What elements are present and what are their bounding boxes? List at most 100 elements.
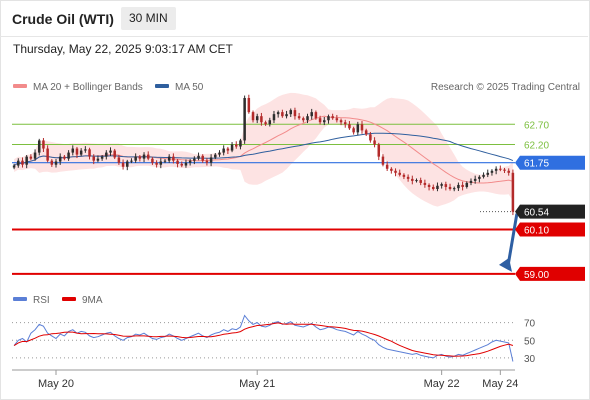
candle (276, 110, 280, 118)
rsi-legend-label: RSI (33, 295, 50, 306)
candle (264, 120, 267, 126)
candle (490, 169, 494, 176)
level-59-00-tag (515, 266, 585, 281)
candle (33, 149, 37, 161)
candle (126, 159, 129, 171)
candle (306, 113, 309, 124)
candle (142, 152, 146, 163)
candle (465, 181, 469, 189)
candle (113, 148, 116, 160)
candle (268, 117, 272, 127)
candle (71, 145, 75, 156)
candle (457, 182, 460, 192)
candle (360, 121, 364, 134)
candle (411, 175, 414, 185)
level-59-00-tag-label: 59.00 (524, 270, 549, 281)
candle (146, 151, 150, 161)
candle (84, 146, 87, 153)
candle (247, 94, 251, 114)
copyright-text: Research © 2025 Trading Central (431, 82, 580, 93)
candle (88, 147, 91, 160)
candle (105, 150, 108, 160)
candle (134, 153, 137, 163)
candle (21, 157, 24, 168)
candle (352, 126, 355, 135)
candle (260, 112, 263, 126)
candle (503, 167, 506, 174)
level-60-10-tag (515, 222, 585, 237)
candle (348, 121, 351, 130)
forecast-arrow-head (499, 257, 512, 272)
candle (281, 109, 284, 118)
candle (323, 116, 326, 126)
x-tick-label: May 21 (239, 378, 275, 390)
candle (155, 160, 158, 168)
timeframe-button[interactable]: 30 MIN (121, 7, 176, 30)
candle (159, 158, 163, 169)
candle (364, 128, 368, 136)
candle (214, 152, 217, 160)
candle (331, 113, 334, 120)
candle (381, 154, 385, 167)
candle (297, 112, 301, 120)
candle (151, 157, 154, 165)
candle (234, 141, 238, 149)
candle (209, 154, 213, 167)
candle (310, 108, 313, 120)
candle (478, 175, 481, 183)
candle (243, 95, 246, 144)
ma9-legend-swatch (62, 297, 76, 301)
candle (205, 158, 209, 166)
candle (193, 156, 196, 165)
candle (327, 114, 330, 124)
candle (394, 168, 397, 177)
candle (130, 158, 133, 164)
candle (432, 184, 435, 191)
candle (12, 163, 16, 170)
rsi-level-label-70: 70 (524, 319, 536, 330)
candle (92, 154, 95, 165)
candle (415, 178, 418, 183)
rsi-indicator: 70 50 30 (12, 314, 536, 365)
bollinger-bands (14, 92, 513, 207)
rsi-level-label-50: 50 (524, 336, 536, 347)
candle (239, 138, 242, 150)
price-level-tags: 62.70 62.20 61.75 60.54 60.10 59.00 (515, 120, 585, 281)
candle (402, 173, 406, 180)
rsi-line (13, 314, 514, 362)
level-60-10-tag-label: 60.10 (524, 225, 549, 236)
candle (285, 110, 288, 119)
candle (494, 166, 498, 175)
forecast-arrow-shaft (506, 213, 519, 267)
x-tick-label: May 20 (38, 378, 74, 390)
level-62-70-label: 62.70 (524, 120, 549, 131)
candle (96, 155, 100, 163)
ma20-legend-label: MA 20 + Bollinger Bands (33, 82, 143, 93)
candle (318, 115, 322, 125)
candle (314, 110, 318, 120)
candle (377, 142, 381, 161)
candle (461, 181, 464, 191)
candle (163, 159, 167, 164)
candle (423, 179, 427, 188)
candle (339, 118, 343, 126)
candle (440, 182, 443, 189)
header-divider (0, 36, 588, 37)
candle (272, 110, 276, 124)
level-61-75-tag (515, 155, 585, 170)
candle (138, 155, 142, 162)
candle (499, 165, 502, 172)
candle (436, 182, 439, 192)
rsi-legend-swatch (13, 297, 27, 301)
candle (218, 150, 221, 157)
candle (255, 113, 259, 124)
candle (180, 161, 184, 168)
candle (109, 147, 112, 157)
rsi-ma9-line (13, 322, 514, 357)
candle (121, 159, 125, 170)
candle (398, 169, 401, 177)
candle (230, 142, 234, 153)
candle (448, 183, 452, 191)
candle (473, 175, 477, 184)
candle (50, 159, 54, 167)
